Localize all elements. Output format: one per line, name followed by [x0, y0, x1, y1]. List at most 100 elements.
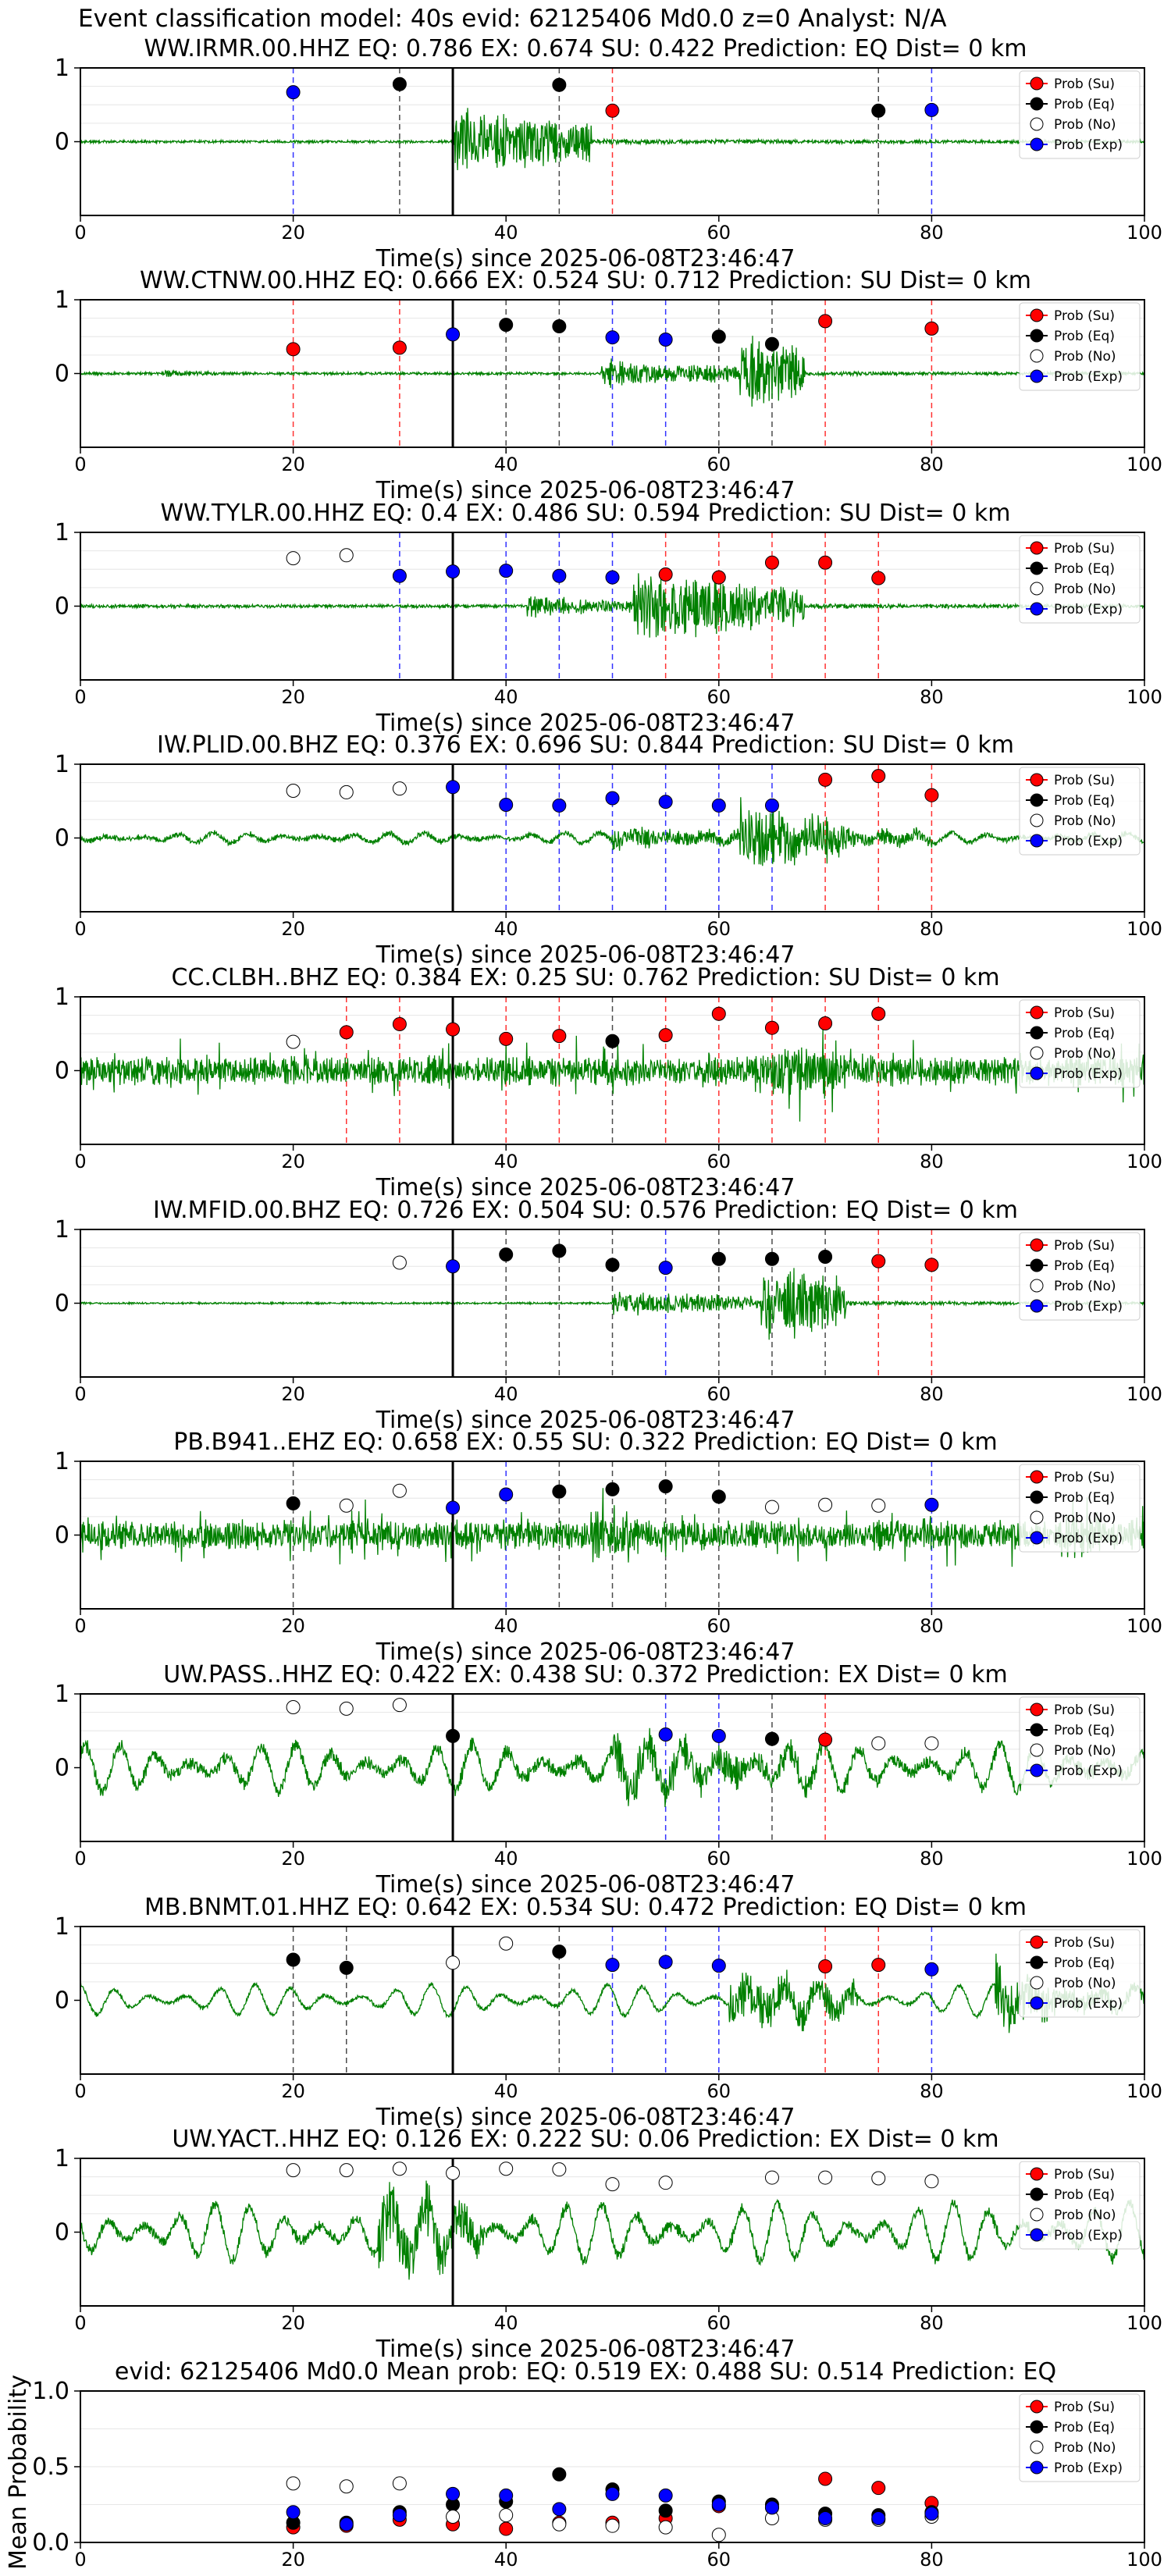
axes-frame: [80, 1693, 1145, 1842]
prob-point-eq: [552, 1944, 567, 1959]
x-tick-label: 60: [707, 222, 731, 244]
legend-marker-no: [1030, 2440, 1044, 2454]
prob-point-exp: [446, 327, 461, 342]
x-tick-label: 20: [281, 2080, 305, 2102]
x-tick-label: 0: [74, 1848, 86, 1870]
prob-point-su: [818, 314, 833, 329]
mean-point-no: [339, 2479, 354, 2494]
prob-point-exp: [924, 1962, 939, 1976]
axes-frame: [80, 2158, 1145, 2307]
prob-point-exp: [924, 102, 939, 117]
x-tick-label: 0: [74, 1383, 86, 1405]
x-tick-label: 40: [494, 686, 518, 708]
legend-label-su: Prob (Su): [1054, 1005, 1115, 1021]
prob-point-exp: [658, 1261, 673, 1276]
y-tick-label: 0: [55, 1987, 69, 2015]
prob-point-eq: [764, 1731, 779, 1746]
prob-point-exp: [446, 780, 461, 795]
mean-point-no: [446, 2510, 461, 2524]
legend-marker-eq: [1030, 1723, 1044, 1737]
y-tick-label: 1: [55, 1216, 69, 1244]
x-tick-label: 20: [281, 222, 305, 244]
prob-point-su: [924, 1258, 939, 1272]
axes-frame: [80, 1229, 1145, 1378]
legend-marker-eq: [1030, 97, 1044, 111]
legend-marker-su: [1030, 2167, 1044, 2181]
panel-title: WW.IRMR.00.HHZ EQ: 0.786 EX: 0.674 SU: 0…: [144, 35, 1027, 62]
prob-point-no: [392, 1255, 407, 1270]
y-tick-label: 0: [55, 1290, 69, 1318]
legend-label-exp: Prob (Exp): [1054, 1531, 1123, 1546]
legend-box: [1019, 1929, 1141, 2018]
prob-point-exp: [605, 791, 620, 806]
axes-frame: [80, 1926, 1145, 2075]
x-tick-label: 0: [74, 686, 86, 708]
prob-point-no: [339, 785, 354, 799]
prob-point-no: [339, 548, 354, 563]
x-tick-label: 100: [1127, 2549, 1162, 2571]
prob-point-su: [871, 1254, 886, 1268]
legend-marker-su: [1030, 2400, 1044, 2414]
prob-point-eq: [871, 103, 886, 118]
x-tick-label: 80: [920, 1615, 944, 1637]
prob-point-su: [871, 769, 886, 784]
y-tick-label: 0.0: [32, 2529, 69, 2556]
prob-point-su: [871, 571, 886, 585]
x-tick-label: 80: [920, 918, 944, 940]
panel-title: IW.MFID.00.BHZ EQ: 0.726 EX: 0.504 SU: 0…: [153, 1197, 1018, 1224]
legend-label-no: Prob (No): [1054, 117, 1116, 133]
waveform-trace: [80, 1488, 1145, 1567]
legend-box: [1019, 1464, 1141, 1553]
mean-probability-panel: 1.0 0.5 0.00 20 40 60 80 100 Prob (Su) Prob (Eq) P…: [32, 2378, 1162, 2571]
legend-label-su: Prob (Su): [1054, 541, 1115, 557]
prob-point-eq: [605, 1482, 620, 1496]
x-tick-label: 80: [920, 454, 944, 475]
x-tick-label: 20: [281, 686, 305, 708]
x-tick-label: 100: [1127, 1151, 1162, 1172]
x-tick-label: 100: [1127, 1848, 1162, 1870]
x-tick-label: 40: [494, 1383, 518, 1405]
x-axis-label: Time(s) since 2025-06-08T23:46:47: [376, 2104, 795, 2131]
prob-point-exp: [658, 795, 673, 809]
legend-marker-no: [1030, 582, 1044, 596]
mean-point-eq: [658, 2503, 673, 2518]
y-tick-label: 0: [55, 1058, 69, 1085]
y-tick-label: 1: [55, 2145, 69, 2172]
legend-label-eq: Prob (Eq): [1054, 2420, 1115, 2435]
x-tick-label: 20: [281, 454, 305, 475]
prob-point-no: [499, 2161, 514, 2176]
mean-point-exp: [871, 2510, 886, 2525]
legend-label-exp: Prob (Exp): [1054, 137, 1123, 153]
prob-point-su: [818, 1959, 833, 1974]
y-tick-label: 0: [55, 1522, 69, 1550]
legend-box: [1019, 1232, 1141, 1321]
panel-title: IW.PLID.00.BHZ EQ: 0.376 EX: 0.696 SU: 0…: [156, 731, 1015, 759]
prob-point-eq: [764, 336, 779, 351]
prob-point-no: [286, 784, 301, 799]
x-tick-label: 60: [707, 686, 731, 708]
prob-point-su: [658, 567, 673, 582]
prob-point-exp: [446, 1500, 461, 1515]
prob-point-no: [286, 1034, 301, 1049]
legend-marker-exp: [1030, 834, 1044, 848]
x-axis-label: Time(s) since 2025-06-08T23:46:47: [376, 477, 795, 504]
waveform-trace: [80, 1953, 1145, 2033]
y-tick-label: 1: [55, 1681, 69, 1708]
prob-point-su: [818, 1732, 833, 1747]
panel-title: MB.BNMT.01.HHZ EQ: 0.642 EX: 0.534 SU: 0…: [144, 1894, 1027, 1921]
legend-label-eq: Prob (Eq): [1054, 1490, 1115, 1506]
legend-label-no: Prob (No): [1054, 1510, 1116, 1526]
x-tick-label: 40: [494, 454, 518, 475]
waveform-trace: [80, 1268, 1145, 1340]
panel-title: PB.B941..EHZ EQ: 0.658 EX: 0.55 SU: 0.32…: [173, 1429, 998, 1456]
prob-point-su: [499, 1031, 514, 1046]
x-tick-label: 100: [1127, 222, 1162, 244]
legend-label-eq: Prob (Eq): [1054, 793, 1115, 809]
legend-box: [1019, 2393, 1141, 2482]
prob-point-eq: [711, 329, 726, 344]
legend-marker-no: [1030, 2208, 1044, 2222]
legend-marker-su: [1030, 308, 1044, 322]
prob-point-no: [552, 2162, 567, 2177]
panel-title: UW.PASS..HHZ EQ: 0.422 EX: 0.438 SU: 0.3…: [163, 1661, 1008, 1688]
